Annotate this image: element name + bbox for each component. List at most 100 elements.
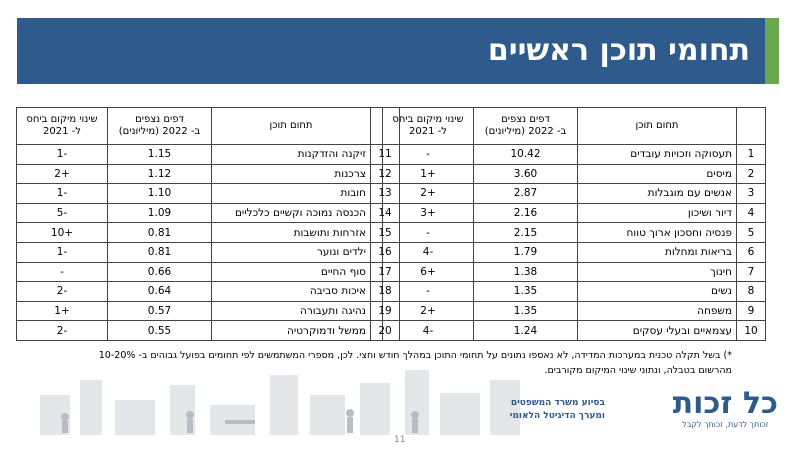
table-cell: -1 (16, 144, 108, 165)
column-header: תחום תוכן (577, 107, 737, 145)
data-table: תחום תוכן דפים נצפים ב- 2022 (מיליונים) שינ… (382, 107, 766, 341)
skyline-illustration (40, 370, 520, 435)
table-cell: +6 (382, 261, 474, 283)
column-header: דפים נצפים ב- 2022 (מיליונים) (107, 107, 212, 145)
table-cell: חובות (211, 183, 371, 204)
accent-strip (765, 18, 779, 84)
table-cell: 2.87 (473, 183, 578, 204)
table-cell: עצמאיים ובעלי עסקים (577, 320, 737, 341)
table-cell: +2 (16, 163, 108, 185)
header-line: ל- 2021 (409, 126, 447, 137)
table-row: 18 איכות סביבה 0.64 -2 (16, 281, 400, 302)
table-cell: - (16, 261, 108, 283)
logo-tagline: זכותך לדעת, זכותך לקבל (682, 420, 769, 429)
table-row: 6 בריאות ומחלות 1.79 -4 (382, 241, 766, 263)
table-cell: 8 (736, 281, 766, 302)
table-cell: מיסים (577, 163, 737, 185)
table-cell: 0.81 (107, 241, 212, 263)
table-cell: 3 (736, 183, 766, 204)
table-cell: 20 (370, 320, 400, 341)
partners: בסיוע משרד המשפטים ומערך הדיגיטל הלאומי (510, 397, 605, 423)
table-cell: פנסיה וחסכון ארוך טווח (577, 222, 737, 243)
table-row: 2 מיסים 3.60 +1 (382, 163, 766, 185)
table-cell: +10 (16, 222, 108, 243)
column-header: שינוי מיקום ביחס ל- 2021 (16, 107, 108, 145)
header-line: דפים נצפים (135, 114, 184, 125)
data-table: תחום תוכן דפים נצפים ב- 2022 (מיליונים) שינ… (16, 107, 400, 341)
table-cell: 0.57 (107, 300, 212, 322)
table-cell: 0.81 (107, 222, 212, 243)
table-cell: 16 (370, 241, 400, 263)
table-cell: -5 (16, 202, 108, 224)
table-cell: 1.38 (473, 261, 578, 283)
table-cell: 15 (370, 222, 400, 243)
partner-line: ומערך הדיגיטל הלאומי (509, 411, 605, 421)
table-cell: בריאות ומחלות (577, 241, 737, 263)
table-cell: 1.09 (107, 202, 212, 224)
table-cell: 10 (736, 320, 766, 341)
table-cell: +1 (16, 300, 108, 322)
table-row: 15 אזרחות ותושבות 0.81 +10 (16, 222, 400, 243)
table-cell: תעסוקה וזכויות עובדים (577, 144, 737, 165)
title-bar (17, 18, 765, 84)
page-number: 11 (394, 435, 406, 445)
table-cell: 1.24 (473, 320, 578, 341)
column-header (736, 107, 766, 145)
logo: כל זכות זכותך לדעת, זכותך לקבל (673, 388, 778, 430)
table-row: 12 צרכנות 1.12 +2 (16, 163, 400, 185)
table-row: 16 ילדים ונוער 0.81 -1 (16, 241, 400, 263)
table-row: 5 פנסיה וחסכון ארוך טווח 2.15- (382, 222, 766, 243)
table-cell: זיקנה והזדקנות (211, 144, 371, 165)
table-cell: 0.55 (107, 320, 212, 341)
table-cell: -2 (16, 320, 108, 341)
table-cell: -4 (382, 320, 474, 341)
table-row: 19 נהיגה ותעבורה 0.57 +1 (16, 300, 400, 322)
footnote: *) בשל תקלה טכנית במערכות המדידה, לא נאס… (98, 350, 732, 376)
table-cell: אזרחות ותושבות (211, 222, 371, 243)
table-cell: 14 (370, 202, 400, 224)
table-row: 10 עצמאיים ובעלי עסקים 1.24 -4 (382, 320, 766, 341)
table-row: 20 ממשל ודמוקרטיה 0.55 -2 (16, 320, 400, 341)
table-row: 13 חובות 1.10 -1 (16, 183, 400, 204)
table-cell: -1 (16, 183, 108, 204)
table-cell: 9 (736, 300, 766, 322)
table-cell: 17 (370, 261, 400, 283)
table-cell: 19 (370, 300, 400, 322)
table-cell: 18 (370, 281, 400, 302)
table-cell: 11 (370, 144, 400, 165)
table-cell: 12 (370, 163, 400, 185)
table-cell: 4 (736, 202, 766, 224)
table-cell: 1.10 (107, 183, 212, 204)
table-cell: 1.12 (107, 163, 212, 185)
table-cell: איכות סביבה (211, 281, 371, 302)
table-cell: 1.15 (107, 144, 212, 165)
table-row: 8 נשים 1.35- (382, 281, 766, 302)
header-row: תחום תוכן דפים נצפים ב- 2022 (מיליונים) שינ… (16, 107, 400, 145)
partner-line: בסיוע משרד המשפטים (510, 398, 605, 408)
table-cell: 2.16 (473, 202, 578, 224)
table-cell: ממשל ודמוקרטיה (211, 320, 371, 341)
table-cell: 2.15 (473, 222, 578, 243)
table-cell: 0.66 (107, 261, 212, 283)
table-cell: 6 (736, 241, 766, 263)
table-cell: 0.64 (107, 281, 212, 302)
table-cell: +2 (382, 300, 474, 322)
table-cell: -2 (16, 281, 108, 302)
header-row: תחום תוכן דפים נצפים ב- 2022 (מיליונים) שינ… (382, 107, 766, 145)
slide-title: תחומי תוכן ראשיים (487, 33, 750, 68)
column-header (370, 107, 400, 145)
table-cell: 1.35 (473, 281, 578, 302)
table-row: 17 סוף החיים 0.66- (16, 261, 400, 283)
table-cell: נהיגה ותעבורה (211, 300, 371, 322)
table-cell: אנשים עם מוגבלות (577, 183, 737, 204)
table-cell: 1.35 (473, 300, 578, 322)
table-row: 14 הכנסה נמוכה וקשיים כלכליים 1.09 -5 (16, 202, 400, 224)
table-cell: 3.60 (473, 163, 578, 185)
table-cell: 13 (370, 183, 400, 204)
table-cell: חינוך (577, 261, 737, 283)
table-row: 11 זיקנה והזדקנות 1.15 -1 (16, 144, 400, 165)
header-line: ב- 2022 (מיליונים) (118, 126, 201, 137)
table-row: 4 דיור ושיכון 2.16 +3 (382, 202, 766, 224)
table-cell: 1 (736, 144, 766, 165)
